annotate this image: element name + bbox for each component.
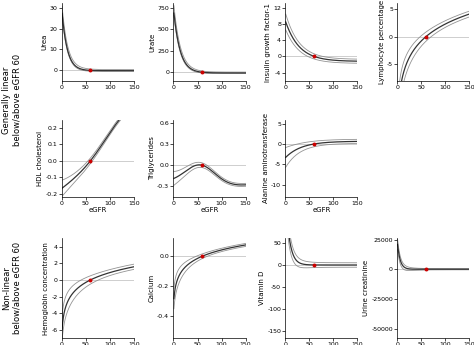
Text: Non-linear
below/above eGFR 60: Non-linear below/above eGFR 60 [2, 242, 21, 334]
Y-axis label: Insulin growth factor-1: Insulin growth factor-1 [265, 3, 271, 82]
Y-axis label: Urea: Urea [42, 34, 47, 50]
Y-axis label: Vitamin D: Vitamin D [259, 271, 265, 305]
Point [87, 158, 94, 164]
Y-axis label: Calcium: Calcium [149, 274, 155, 302]
Y-axis label: Urate: Urate [149, 32, 155, 52]
Point [87, 68, 94, 73]
Point [199, 69, 206, 75]
Point [310, 141, 318, 147]
Point [87, 277, 94, 283]
Point [199, 162, 206, 168]
Y-axis label: Alanine aminotransferase: Alanine aminotransferase [263, 113, 269, 203]
Point [422, 266, 430, 272]
Point [310, 53, 318, 59]
Point [199, 254, 206, 259]
X-axis label: eGFR: eGFR [89, 207, 107, 214]
Text: Generally linear
below/above eGFR 60: Generally linear below/above eGFR 60 [2, 54, 21, 146]
Y-axis label: Urine creatinine: Urine creatinine [363, 260, 369, 316]
Point [310, 262, 318, 268]
Y-axis label: Triglycerides: Triglycerides [149, 136, 155, 180]
Y-axis label: Lymphocyte percentage: Lymphocyte percentage [379, 0, 385, 84]
Y-axis label: Hemoglobin concentration: Hemoglobin concentration [43, 242, 49, 335]
Point [422, 34, 430, 39]
X-axis label: eGFR: eGFR [201, 207, 219, 214]
Y-axis label: HDL cholesterol: HDL cholesterol [37, 131, 43, 186]
X-axis label: eGFR: eGFR [312, 207, 330, 214]
